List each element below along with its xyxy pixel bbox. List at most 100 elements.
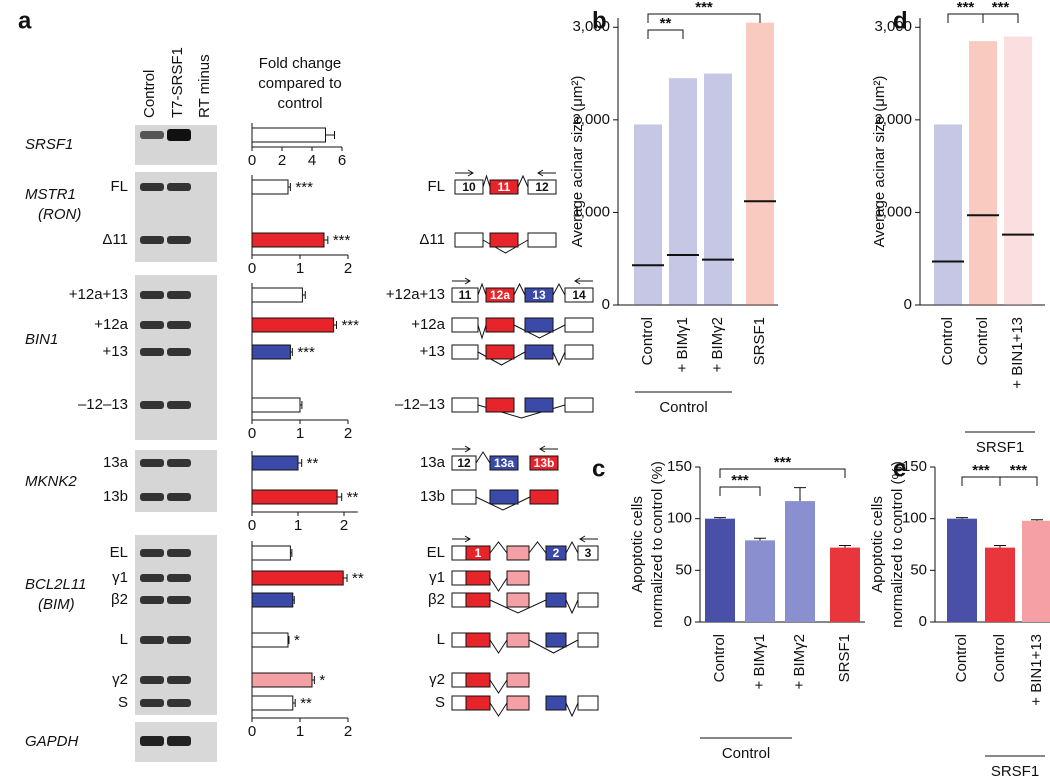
- y-tick-label: 2,000: [572, 111, 610, 128]
- y-tick-label: 150: [902, 458, 927, 475]
- diagram-label: γ1: [429, 569, 445, 586]
- significance: ***: [972, 462, 990, 479]
- splice-line: [475, 496, 531, 511]
- y-axis-label: Average acinar size (μm²): [569, 76, 586, 248]
- splice-line: [489, 541, 508, 554]
- splice-line: [489, 702, 508, 717]
- bar: [251, 232, 325, 248]
- exon: [451, 317, 479, 333]
- exon-label: 12: [457, 456, 471, 470]
- gel-band: [167, 459, 191, 467]
- x-tick-label: Control: [711, 634, 728, 682]
- y-tick-label: 2,000: [874, 111, 912, 128]
- error-bar: [956, 517, 968, 519]
- exon-label: 12a: [490, 288, 510, 302]
- primer-arrow: [452, 445, 558, 453]
- error-bar: [292, 596, 295, 604]
- error-bar: [994, 545, 1006, 548]
- exon: [451, 545, 467, 561]
- gene-label: GAPDH: [25, 733, 79, 750]
- y-axis-label: normalized to control (%): [649, 461, 666, 628]
- y-tick-label: 1,000: [874, 203, 912, 220]
- exon-label: 1: [475, 546, 482, 560]
- exon-label: 13: [532, 288, 546, 302]
- exon-label: 12: [535, 180, 549, 194]
- gel-band: [140, 699, 164, 707]
- exon: [451, 695, 467, 711]
- exon: [506, 570, 530, 586]
- x-tick-label: Control: [953, 634, 970, 682]
- y-tick-label: 3,000: [572, 18, 610, 35]
- error-bar: [312, 676, 315, 684]
- bar: [251, 592, 294, 608]
- splice-line: [528, 639, 579, 654]
- panel-label: c: [592, 455, 605, 482]
- gel-band: [167, 574, 191, 582]
- splice-line: [475, 451, 491, 464]
- x-tick-label: + BIN1+13: [1009, 317, 1026, 389]
- exon-label: 2: [553, 546, 560, 560]
- gel-band: [140, 236, 164, 244]
- gel-band: [167, 129, 191, 141]
- gel-band: [167, 348, 191, 356]
- exon: [564, 344, 594, 360]
- error-bar: [300, 401, 303, 409]
- error-bar: [325, 131, 335, 139]
- dot-spread: [969, 41, 997, 305]
- bar: [251, 179, 289, 195]
- x-tick-label: + BIN1+13: [1028, 634, 1045, 706]
- error-bar: [288, 183, 291, 191]
- exon: [545, 592, 567, 608]
- exon-label: 3: [585, 546, 592, 560]
- gel-band: [167, 321, 191, 329]
- y-tick-label: 0: [904, 296, 912, 313]
- diagram-label: 13b: [420, 488, 445, 505]
- error-bar: [298, 459, 303, 467]
- exon: [564, 317, 594, 333]
- significance: ***: [1010, 462, 1028, 479]
- panel-label: d: [893, 7, 908, 34]
- primer-arrow: [452, 277, 593, 285]
- x-tick-label: 6: [338, 152, 346, 169]
- panel-label: b: [592, 7, 607, 34]
- exon: [529, 455, 559, 471]
- exon: [527, 179, 557, 195]
- gel-band: [167, 636, 191, 644]
- splice-line: [552, 282, 566, 296]
- gel-band: [167, 676, 191, 684]
- splice-line: [482, 174, 491, 188]
- gel-band: [167, 493, 191, 501]
- band-label: FL: [110, 178, 128, 195]
- y-axis-label: Apoptotic cells: [869, 496, 886, 593]
- band-label: –12–13: [78, 396, 128, 413]
- error-bar: [337, 493, 343, 501]
- exon: [485, 397, 515, 413]
- error-bar: [839, 545, 851, 548]
- exon: [454, 232, 484, 248]
- gel-band: [140, 348, 164, 356]
- x-tick-label: 4: [308, 152, 316, 169]
- error-bar: [290, 348, 293, 356]
- diagram-label: Δ11: [419, 231, 445, 248]
- exon: [454, 179, 484, 195]
- exon: [545, 632, 567, 648]
- bar: [251, 489, 338, 505]
- splice-line: [477, 324, 487, 340]
- gel-band: [140, 596, 164, 604]
- diagram-label: –12–13: [395, 396, 445, 413]
- gel-band: [167, 736, 191, 746]
- significance: *: [294, 632, 300, 649]
- exon: [451, 344, 479, 360]
- dot-spread: [934, 124, 962, 305]
- primer-arrow: [452, 535, 598, 543]
- bracket: [647, 13, 761, 23]
- x-tick-label: 2: [344, 723, 352, 740]
- group-label: SRSF1: [976, 439, 1024, 456]
- splice-line: [477, 282, 487, 296]
- bar: [251, 695, 294, 711]
- band-label: +12a+13: [69, 286, 128, 303]
- exon: [489, 489, 519, 505]
- exon: [451, 455, 477, 471]
- diagram-label: +12a: [411, 316, 445, 333]
- band-label: +12a: [94, 316, 128, 333]
